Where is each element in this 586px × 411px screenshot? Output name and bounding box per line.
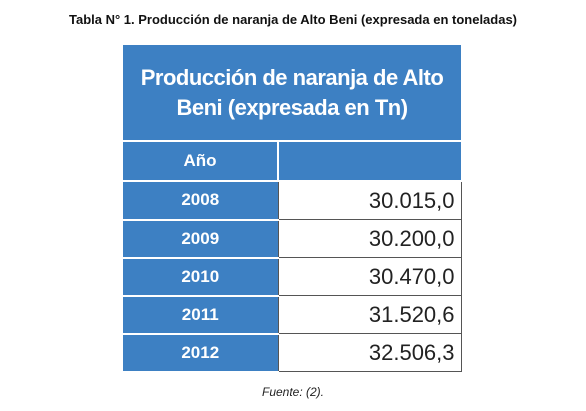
value-cell: 30.470,0 <box>277 257 462 296</box>
data-row: 2011 31.520,6 <box>123 295 462 335</box>
table: Producción de naranja de Alto Beni (expr… <box>123 45 462 373</box>
header-cell: Año <box>123 141 278 182</box>
header-cell <box>276 141 462 182</box>
year-cell: 2010 <box>123 257 278 297</box>
source-note: Fuente: (2). <box>261 385 325 399</box>
value-cell: 32.506,3 <box>277 333 462 372</box>
year-cell: 2008 <box>123 181 278 221</box>
data-row: 2009 30.200,0 <box>123 219 462 259</box>
value-cell: 31.520,6 <box>277 295 462 334</box>
data-row: 2008 30.015,0 <box>123 180 462 221</box>
value-cell: 30.015,0 <box>277 180 462 220</box>
value-cell: 30.200,0 <box>277 219 462 258</box>
header-row: Año <box>123 141 462 182</box>
title-row: Producción de naranja de Alto Beni (expr… <box>123 45 462 142</box>
table-title: Producción de naranja de Alto Beni (expr… <box>123 45 462 142</box>
table-body: Producción de naranja de Alto Beni (expr… <box>123 45 462 373</box>
data-row: 2010 30.470,0 <box>123 257 462 297</box>
data-row: 2012 32.506,3 <box>123 333 462 373</box>
year-cell: 2012 <box>123 333 278 373</box>
caption: Tabla N° 1. Producción de naranja de Alt… <box>68 12 518 27</box>
year-cell: 2009 <box>123 219 278 259</box>
year-cell: 2011 <box>123 295 278 335</box>
